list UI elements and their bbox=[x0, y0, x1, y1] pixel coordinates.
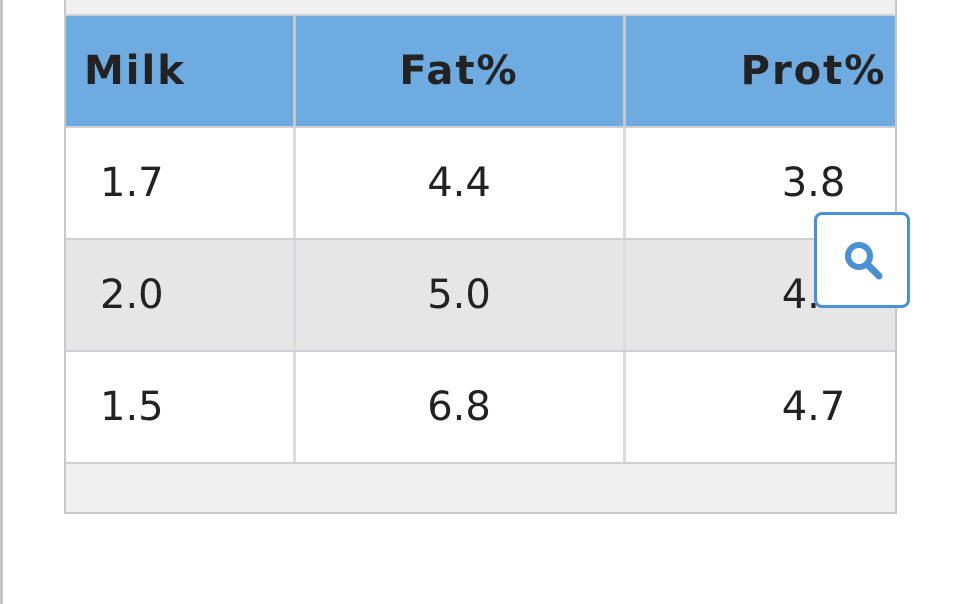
table-cell: 2.0 bbox=[100, 272, 164, 318]
column-divider bbox=[293, 352, 296, 464]
table-footer-border bbox=[66, 462, 895, 464]
header-row: Milk Fat% Prot% bbox=[66, 14, 895, 128]
table-row: 2.05.04.2 bbox=[66, 238, 895, 352]
table-cell: 1.5 bbox=[100, 384, 164, 430]
header-cell: Prot% bbox=[740, 48, 887, 94]
zoom-button[interactable] bbox=[814, 212, 910, 308]
table-cell: 4.7 bbox=[781, 384, 846, 430]
column-divider bbox=[623, 240, 626, 352]
table-row: 1.7 4.4 3.8 bbox=[66, 126, 895, 240]
table-cell: 6.8 bbox=[427, 384, 491, 430]
table-row: 1.5 6.8 4.7 bbox=[66, 350, 895, 464]
table-cell: 5.0 bbox=[427, 272, 491, 318]
column-divider bbox=[293, 240, 296, 352]
column-divider bbox=[293, 16, 296, 128]
header-cell: Milk bbox=[84, 48, 186, 94]
table-cell: 4.4 bbox=[427, 160, 491, 206]
header-cell: Fat% bbox=[399, 48, 519, 94]
table-cell: 3.8 bbox=[781, 160, 846, 206]
frame-border bbox=[0, 0, 3, 604]
table-cell: 1.7 bbox=[100, 160, 164, 206]
column-divider bbox=[293, 128, 296, 240]
column-divider bbox=[623, 128, 626, 240]
zoom-icon bbox=[845, 242, 883, 280]
column-divider bbox=[623, 352, 626, 464]
column-divider bbox=[623, 16, 626, 128]
